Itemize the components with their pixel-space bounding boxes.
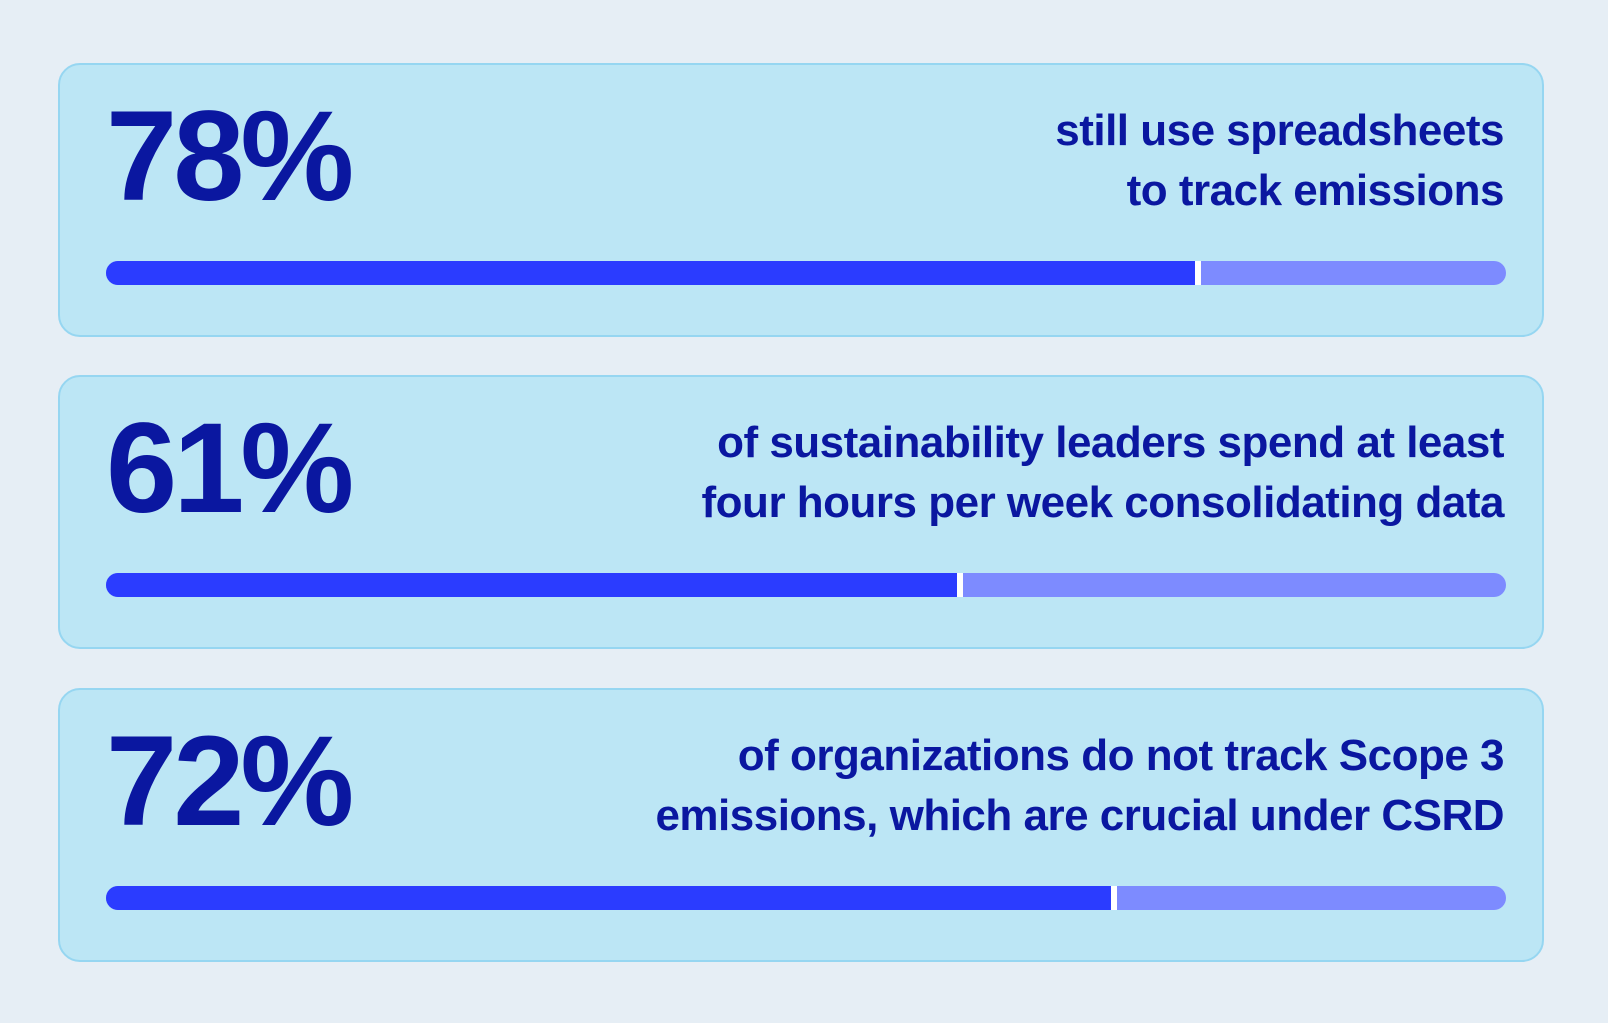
stat-description-line1: of sustainability leaders spend at least: [717, 418, 1504, 467]
progress-marker: [1111, 886, 1117, 910]
progress-bar: [106, 573, 1506, 597]
stat-description-line1: of organizations do not track Scope 3: [737, 731, 1505, 780]
stat-description-line2: emissions, which are crucial under CSRD: [655, 791, 1504, 840]
progress-bar: [106, 886, 1506, 910]
stat-description: still use spreadsheets to track emission…: [1055, 101, 1504, 221]
stat-description: of sustainability leaders spend at least…: [701, 413, 1505, 533]
stat-card-spreadsheets: 78% still use spreadsheets to track emis…: [58, 63, 1544, 337]
progress-fill: [106, 261, 1198, 285]
progress-marker: [1195, 261, 1201, 285]
progress-marker: [957, 573, 963, 597]
stat-description-line2: four hours per week consolidating data: [701, 478, 1505, 527]
progress-bar: [106, 261, 1506, 285]
stat-description-line2: to track emissions: [1126, 166, 1505, 215]
stat-percent: 61%: [106, 397, 354, 540]
progress-fill: [106, 886, 1114, 910]
stat-card-scope3: 72% of organizations do not track Scope …: [58, 688, 1544, 962]
stat-percent: 78%: [106, 85, 354, 228]
stat-description: of organizations do not track Scope 3 em…: [655, 726, 1504, 846]
progress-fill: [106, 573, 960, 597]
stat-card-consolidating: 61% of sustainability leaders spend at l…: [58, 375, 1544, 649]
stat-description-line1: still use spreadsheets: [1055, 106, 1504, 155]
stat-percent: 72%: [106, 710, 354, 853]
